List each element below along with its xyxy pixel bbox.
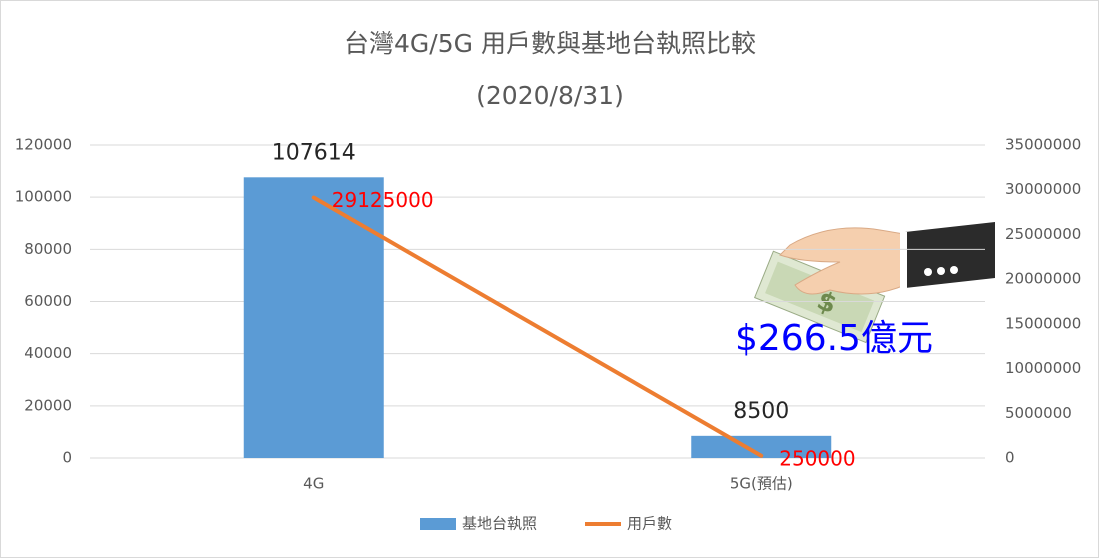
legend-label: 基地台執照 xyxy=(462,515,537,533)
y2-tick-label: 30000000 xyxy=(1005,180,1081,198)
y-tick-label: 40000 xyxy=(24,344,72,362)
chart-title: 台灣4G/5G 用戶數與基地台執照比較 xyxy=(344,29,756,58)
money-hand-illustration: $ xyxy=(753,222,995,344)
y2-tick-label: 5000000 xyxy=(1005,404,1072,422)
y-tick-label: 100000 xyxy=(15,188,72,206)
chart-subtitle: (2020/8/31) xyxy=(476,81,624,110)
bar xyxy=(243,177,384,458)
data-label: 8500 xyxy=(733,399,789,424)
x-tick-label: 4G xyxy=(303,475,324,493)
y-tick-label: 20000 xyxy=(24,396,72,414)
annotation: $266.5億元 xyxy=(735,318,933,359)
y-tick-label: 120000 xyxy=(15,136,72,154)
y2-tick-label: 25000000 xyxy=(1005,225,1081,243)
x-tick-label: 5G(預估) xyxy=(730,475,793,493)
y2-tick-label: 10000000 xyxy=(1005,359,1081,377)
y2-tick-label: 0 xyxy=(1005,449,1015,467)
legend-swatch xyxy=(420,518,456,530)
y-tick-label: 60000 xyxy=(24,292,72,310)
y2-tick-label: 15000000 xyxy=(1005,314,1081,332)
line xyxy=(311,195,764,458)
y2-tick-label: 20000000 xyxy=(1005,270,1081,288)
legend-label: 用戶數 xyxy=(627,515,672,533)
data-label: 107614 xyxy=(272,140,356,165)
bar xyxy=(691,435,832,458)
y-tick-label: 80000 xyxy=(24,240,72,258)
y2-tick-label: 35000000 xyxy=(1005,136,1081,154)
data-label: 250000 xyxy=(779,446,855,470)
data-label: 29125000 xyxy=(332,188,434,212)
y-tick-label: 0 xyxy=(62,449,72,467)
